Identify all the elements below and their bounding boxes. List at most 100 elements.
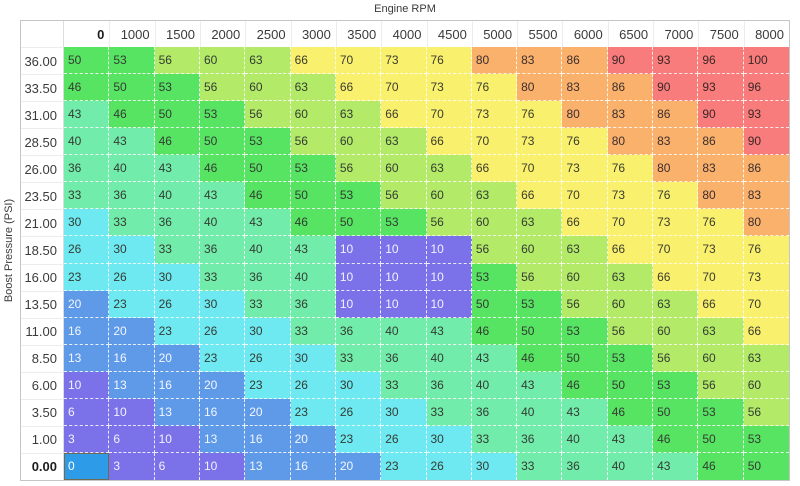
cell-r0c3[interactable]: 60 [199, 47, 246, 75]
cell-r7c11[interactable]: 63 [562, 236, 608, 264]
cell-r11c8[interactable]: 40 [426, 344, 472, 372]
cell-r12c2[interactable]: 16 [154, 371, 200, 399]
cell-r11c4[interactable]: 26 [245, 344, 291, 372]
cell-r2c12[interactable]: 83 [607, 101, 654, 129]
cell-r14c0[interactable]: 3 [64, 425, 110, 453]
cell-r2c3[interactable]: 53 [199, 101, 246, 129]
cell-r4c14[interactable]: 83 [698, 155, 744, 183]
col-header-3000[interactable]: 3000 [290, 21, 336, 47]
cell-r5c7[interactable]: 56 [381, 182, 427, 210]
cell-r6c3[interactable]: 40 [199, 209, 246, 237]
cell-r4c8[interactable]: 63 [426, 155, 472, 183]
cell-r0c12[interactable]: 90 [607, 47, 654, 75]
cell-r6c15[interactable]: 80 [743, 209, 789, 237]
col-header-1000[interactable]: 1000 [109, 21, 155, 47]
cell-r0c5[interactable]: 66 [290, 47, 336, 75]
cell-r10c6[interactable]: 36 [335, 317, 382, 345]
cell-r8c2[interactable]: 30 [154, 263, 200, 291]
cell-r13c4[interactable]: 20 [245, 398, 291, 426]
cell-r5c13[interactable]: 76 [653, 182, 699, 210]
cell-r5c14[interactable]: 80 [698, 182, 744, 210]
cell-r1c9[interactable]: 76 [471, 74, 518, 102]
cell-r8c9[interactable]: 53 [471, 263, 518, 291]
cell-r7c8[interactable]: 10 [426, 236, 472, 264]
cell-r0c14[interactable]: 96 [698, 47, 744, 75]
cell-r10c14[interactable]: 63 [698, 317, 744, 345]
cell-r0c8[interactable]: 76 [426, 47, 472, 75]
cell-r1c15[interactable]: 96 [743, 74, 789, 102]
col-header-3500[interactable]: 3500 [335, 21, 382, 47]
cell-r10c1[interactable]: 20 [109, 317, 155, 345]
cell-r10c13[interactable]: 60 [653, 317, 699, 345]
cell-r15c5[interactable]: 16 [290, 452, 336, 480]
cell-r0c6[interactable]: 70 [335, 47, 382, 75]
cell-r0c10[interactable]: 83 [517, 47, 563, 75]
cell-r14c4[interactable]: 16 [245, 425, 291, 453]
cell-r9c5[interactable]: 36 [290, 290, 336, 318]
cell-r12c12[interactable]: 50 [607, 371, 654, 399]
cell-r2c4[interactable]: 56 [245, 101, 291, 129]
cell-r15c3[interactable]: 10 [199, 452, 246, 480]
cell-r3c3[interactable]: 50 [199, 128, 246, 156]
cell-r3c6[interactable]: 60 [335, 128, 382, 156]
cell-r2c6[interactable]: 63 [335, 101, 382, 129]
cell-r9c3[interactable]: 30 [199, 290, 246, 318]
cell-r9c2[interactable]: 26 [154, 290, 200, 318]
cell-r6c8[interactable]: 56 [426, 209, 472, 237]
cell-r8c3[interactable]: 33 [199, 263, 246, 291]
cell-r11c0[interactable]: 13 [64, 344, 110, 372]
cell-r5c0[interactable]: 33 [64, 182, 110, 210]
cell-r13c6[interactable]: 26 [335, 398, 382, 426]
cell-r2c11[interactable]: 80 [562, 101, 608, 129]
cell-r1c2[interactable]: 53 [154, 74, 200, 102]
col-header-2500[interactable]: 2500 [245, 21, 291, 47]
cell-r5c1[interactable]: 36 [109, 182, 155, 210]
cell-r3c5[interactable]: 56 [290, 128, 336, 156]
cell-r8c8[interactable]: 10 [426, 263, 472, 291]
cell-r2c9[interactable]: 73 [471, 101, 518, 129]
cell-r14c1[interactable]: 6 [109, 425, 155, 453]
cell-r14c6[interactable]: 23 [335, 425, 382, 453]
cell-r11c12[interactable]: 53 [607, 344, 654, 372]
cell-r14c5[interactable]: 20 [290, 425, 336, 453]
cell-r1c11[interactable]: 83 [562, 74, 608, 102]
cell-r12c4[interactable]: 23 [245, 371, 291, 399]
cell-r0c1[interactable]: 53 [109, 47, 155, 75]
cell-r1c0[interactable]: 46 [64, 74, 110, 102]
cell-r9c10[interactable]: 53 [517, 290, 563, 318]
cell-r7c10[interactable]: 60 [517, 236, 563, 264]
cell-r3c8[interactable]: 66 [426, 128, 472, 156]
cell-r4c2[interactable]: 43 [154, 155, 200, 183]
cell-r9c7[interactable]: 10 [381, 290, 427, 318]
cell-r8c10[interactable]: 56 [517, 263, 563, 291]
cell-r3c2[interactable]: 46 [154, 128, 200, 156]
cell-r12c1[interactable]: 13 [109, 371, 155, 399]
cell-r6c5[interactable]: 46 [290, 209, 336, 237]
cell-r1c10[interactable]: 80 [517, 74, 563, 102]
cell-r15c6[interactable]: 20 [335, 452, 382, 480]
cell-r13c15[interactable]: 56 [743, 398, 789, 426]
cell-r14c12[interactable]: 43 [607, 425, 654, 453]
row-header-33.50[interactable]: 33.50 [21, 74, 64, 102]
cell-r4c3[interactable]: 46 [199, 155, 246, 183]
cell-r1c4[interactable]: 60 [245, 74, 291, 102]
cell-r3c13[interactable]: 83 [653, 128, 699, 156]
cell-r10c4[interactable]: 30 [245, 317, 291, 345]
cell-r5c9[interactable]: 63 [471, 182, 518, 210]
cell-r12c10[interactable]: 43 [517, 371, 563, 399]
cell-r3c14[interactable]: 86 [698, 128, 744, 156]
cell-r5c10[interactable]: 66 [517, 182, 563, 210]
cell-r15c11[interactable]: 36 [562, 452, 608, 480]
cell-r0c9[interactable]: 80 [471, 47, 518, 75]
cell-r9c9[interactable]: 50 [471, 290, 518, 318]
cell-r5c2[interactable]: 40 [154, 182, 200, 210]
cell-r5c12[interactable]: 73 [607, 182, 654, 210]
cell-r3c4[interactable]: 53 [245, 128, 291, 156]
cell-r12c7[interactable]: 33 [381, 371, 427, 399]
cell-r15c9[interactable]: 30 [471, 452, 518, 480]
col-header-5000[interactable]: 5000 [471, 21, 518, 47]
cell-r3c0[interactable]: 40 [64, 128, 110, 156]
cell-r6c6[interactable]: 50 [335, 209, 382, 237]
cell-r2c5[interactable]: 60 [290, 101, 336, 129]
cell-r10c3[interactable]: 26 [199, 317, 246, 345]
